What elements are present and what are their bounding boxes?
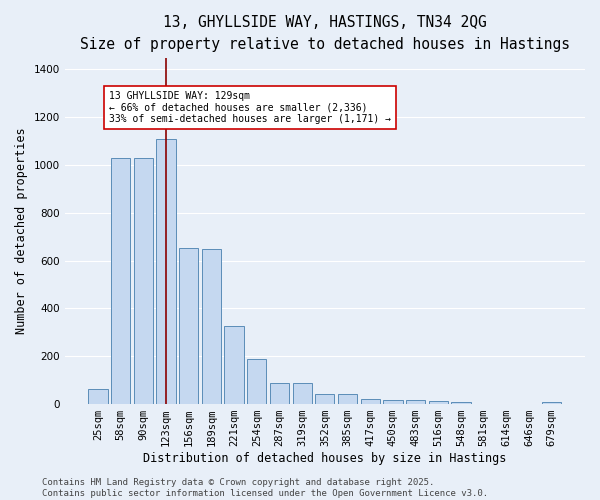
Bar (179, 248, 199, 404)
Bar (361, 399, 380, 404)
Bar (111, 158, 130, 404)
Bar (157, 139, 176, 404)
Bar (270, 382, 289, 404)
Bar (315, 394, 334, 404)
Bar (406, 400, 425, 404)
Bar (247, 358, 266, 404)
Bar (451, 402, 470, 404)
Text: 13 GHYLLSIDE WAY: 129sqm
← 66% of detached houses are smaller (2,336)
33% of sem: 13 GHYLLSIDE WAY: 129sqm ← 66% of detach… (109, 91, 391, 124)
Title: 13, GHYLLSIDE WAY, HASTINGS, TN34 2QG
Size of property relative to detached hous: 13, GHYLLSIDE WAY, HASTINGS, TN34 2QG Si… (80, 15, 570, 52)
X-axis label: Distribution of detached houses by size in Hastings: Distribution of detached houses by size … (143, 452, 506, 465)
Bar (293, 382, 312, 404)
Bar (383, 400, 403, 404)
Bar (202, 249, 221, 404)
Bar (428, 400, 448, 404)
Bar (224, 326, 244, 404)
Y-axis label: Number of detached properties: Number of detached properties (15, 128, 28, 334)
Bar (542, 402, 562, 404)
Bar (134, 158, 153, 404)
Text: Contains HM Land Registry data © Crown copyright and database right 2025.
Contai: Contains HM Land Registry data © Crown c… (42, 478, 488, 498)
Bar (88, 390, 107, 404)
Bar (338, 394, 357, 404)
